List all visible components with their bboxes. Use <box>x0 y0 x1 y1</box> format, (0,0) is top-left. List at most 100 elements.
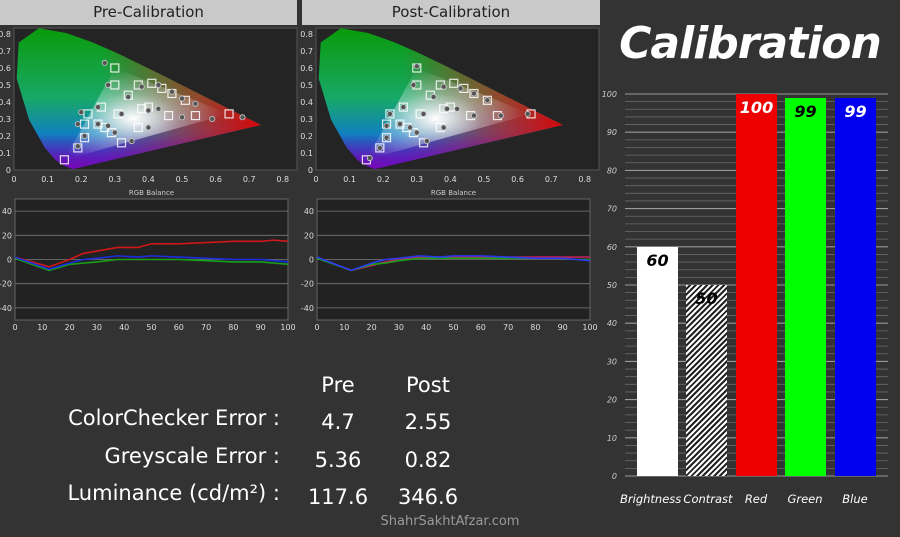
y-tick-label: 0.8 <box>0 30 11 39</box>
series-line <box>316 255 591 272</box>
target-marker <box>157 83 167 94</box>
y-tick-label: 0.7 <box>300 47 313 56</box>
gamut-triangle <box>366 68 532 160</box>
measured-point <box>192 100 199 107</box>
target-marker <box>375 143 385 153</box>
y-tick-label: 0.4 <box>300 98 313 107</box>
bar-value-label: 99 <box>794 101 817 121</box>
y-tick-label: 0 <box>7 256 12 265</box>
measured-point <box>407 124 414 131</box>
measured-point <box>74 143 81 150</box>
post-header: Post <box>406 373 450 397</box>
summary-pre-value: 117.6 <box>307 485 369 509</box>
x-tick-label: 0.7 <box>545 175 558 184</box>
target-marker <box>190 110 201 121</box>
y-tick-label: 0.3 <box>0 115 11 124</box>
x-tick-label: 50 <box>146 323 156 332</box>
target-marker <box>163 110 174 121</box>
summary-pre-value: 4.7 <box>321 410 355 434</box>
measured-point <box>105 82 112 89</box>
bar-value-label: 50 <box>695 289 718 308</box>
x-tick-label: 20 <box>367 323 377 332</box>
measured-point <box>178 95 185 102</box>
y-tick-label: 0.1 <box>300 149 313 158</box>
y-tick-label: 0.1 <box>0 149 11 158</box>
y-tick-label: 100 <box>602 90 617 99</box>
measured-point <box>105 122 112 129</box>
y-tick-label: 0 <box>612 472 617 481</box>
target-marker <box>147 78 157 88</box>
target-marker <box>137 104 147 114</box>
x-tick-label: 70 <box>503 323 513 332</box>
measured-point <box>383 134 390 141</box>
series-line <box>14 239 289 268</box>
y-tick-label: 20 <box>304 231 314 240</box>
measured-point <box>413 129 420 136</box>
y-tick-label: 0.2 <box>0 132 11 141</box>
bar-contrast: 50 <box>686 285 727 476</box>
target-marker <box>449 78 459 88</box>
x-tick-label: 0.8 <box>276 175 289 184</box>
x-tick-label: 0.4 <box>142 175 155 184</box>
measured-point <box>524 110 531 117</box>
measured-point <box>95 104 102 111</box>
measured-point <box>444 105 451 112</box>
x-tick-label: 50 <box>448 323 458 332</box>
bar-value-label: 99 <box>844 101 867 121</box>
y-tick-label: 0.2 <box>300 132 313 141</box>
y-tick-label: -40 <box>0 304 12 313</box>
measured-point <box>138 83 145 90</box>
summary-post-value: 0.82 <box>404 448 452 472</box>
post-calibration-header: Post-Calibration <box>302 0 600 25</box>
x-tick-label: 0.8 <box>578 175 591 184</box>
x-tick-label: 40 <box>119 323 129 332</box>
x-tick-label: 0 <box>12 323 17 332</box>
category-label: Green <box>787 492 823 506</box>
y-tick-label: 0.6 <box>0 64 11 73</box>
pre-calibration-header: Pre-Calibration <box>0 0 297 25</box>
x-tick-label: 90 <box>558 323 568 332</box>
summary-label: Greyscale Error : <box>104 444 280 468</box>
y-tick-label: 40 <box>607 319 617 328</box>
x-tick-label: 0.5 <box>176 175 189 184</box>
bar-red: 100 <box>736 94 777 476</box>
post-rgb-balance-chart: RGB Balance -40 -20 0 20 40 0 10 20 30 40 50 60 70 80 9… <box>301 189 598 332</box>
pre-header: Pre <box>321 373 355 397</box>
y-tick-label: 30 <box>607 357 617 366</box>
summary-pre-value: 5.36 <box>314 448 362 472</box>
y-tick-label: 70 <box>607 205 617 214</box>
measured-point <box>81 133 88 140</box>
measured-point <box>430 93 437 100</box>
measured-point <box>386 110 393 117</box>
target-marker <box>110 63 120 73</box>
y-tick-label: 20 <box>607 396 617 405</box>
measured-point <box>145 107 152 114</box>
y-tick-label: 0.5 <box>300 81 313 90</box>
y-tick-label: 0.7 <box>0 47 11 56</box>
measured-point <box>497 112 504 119</box>
x-tick-label: 0.1 <box>41 175 54 184</box>
bar-brightness: 60 <box>637 246 678 476</box>
target-marker <box>469 88 479 99</box>
category-label: Blue <box>842 492 868 506</box>
y-tick-label: 0 <box>309 256 314 265</box>
y-tick-label: 50 <box>607 281 617 290</box>
x-tick-label: 0.2 <box>377 175 390 184</box>
measured-point <box>128 138 135 145</box>
x-tick-label: 0.4 <box>444 175 457 184</box>
calibration-title: Calibration <box>619 18 882 69</box>
measured-point <box>118 110 125 117</box>
measured-point <box>209 116 216 123</box>
y-tick-label: 60 <box>607 243 617 252</box>
target-marker <box>133 122 143 133</box>
bar-blue: 99 <box>835 97 876 476</box>
category-label: Brightness <box>620 492 682 506</box>
bar-value-label: 100 <box>739 98 774 117</box>
target-marker <box>398 102 408 112</box>
x-tick-label: 0.3 <box>410 175 423 184</box>
measured-point <box>470 112 477 119</box>
measured-point <box>440 124 447 131</box>
x-tick-label: 20 <box>65 323 75 332</box>
y-tick-label: 40 <box>304 207 314 216</box>
y-tick-label: 0.8 <box>300 30 313 39</box>
